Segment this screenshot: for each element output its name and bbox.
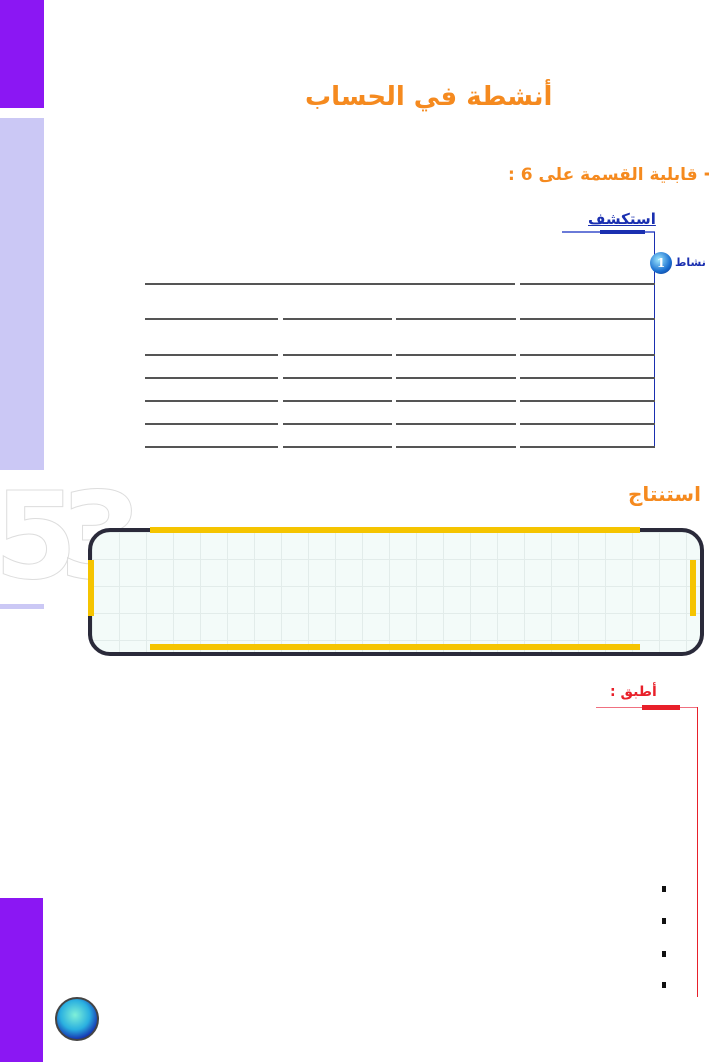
box-frame-top xyxy=(150,527,640,533)
bullet xyxy=(662,951,666,957)
table-rule xyxy=(145,400,278,402)
apply-rule-thick xyxy=(642,705,680,710)
bullet xyxy=(662,982,666,988)
sidebar-purple-top xyxy=(0,0,44,108)
table-rule xyxy=(396,400,516,402)
table-rule xyxy=(283,354,392,356)
table-rule xyxy=(396,354,516,356)
table-rule xyxy=(145,354,278,356)
bullet xyxy=(662,886,666,892)
table-rule xyxy=(145,446,278,448)
table-rule xyxy=(396,423,516,425)
explore-rule-thick xyxy=(600,230,645,234)
box-frame-left xyxy=(88,560,94,616)
section-number: 1- xyxy=(704,160,709,186)
table-rule xyxy=(520,283,655,285)
section-title: قابلية القسمة على 6 : xyxy=(508,165,698,185)
table-rule xyxy=(520,423,655,425)
explore-heading: استكشف xyxy=(588,210,656,228)
page-number-circle[interactable] xyxy=(55,997,99,1041)
table-rule xyxy=(145,283,515,285)
section-heading: 1- قابلية القسمة على 6 : xyxy=(508,160,709,186)
table-rule xyxy=(520,400,655,402)
table-rule xyxy=(283,400,392,402)
conclusion-heading: استنتاج xyxy=(628,482,701,506)
table-rule xyxy=(283,377,392,379)
bullet xyxy=(662,918,666,924)
table-rule xyxy=(520,446,655,448)
table-rule xyxy=(396,377,516,379)
box-frame-right xyxy=(690,560,696,616)
sidebar-purple-bottom xyxy=(0,898,43,1062)
table-rule xyxy=(520,377,655,379)
sidebar-lavender xyxy=(0,118,44,470)
table-rule xyxy=(520,318,655,320)
conclusion-box xyxy=(88,528,704,656)
page-title: أنشطة في الحساب xyxy=(305,82,553,112)
apply-vline xyxy=(697,707,698,997)
table-rule xyxy=(396,318,516,320)
activity-label: نشاط xyxy=(675,256,706,269)
table-rule xyxy=(396,446,516,448)
activity-badge: 1 xyxy=(650,252,672,274)
table-rule xyxy=(145,423,278,425)
table-rule xyxy=(283,446,392,448)
sidebar-lavender-small xyxy=(0,604,44,609)
explore-vline xyxy=(654,232,655,446)
table-rule xyxy=(145,377,278,379)
apply-heading: أطبق : xyxy=(610,684,657,700)
table-rule xyxy=(520,354,655,356)
table-rule xyxy=(283,423,392,425)
table-rule xyxy=(283,318,392,320)
activity-number: 1 xyxy=(656,256,666,270)
box-frame-bottom xyxy=(150,644,640,650)
table-rule xyxy=(145,318,278,320)
